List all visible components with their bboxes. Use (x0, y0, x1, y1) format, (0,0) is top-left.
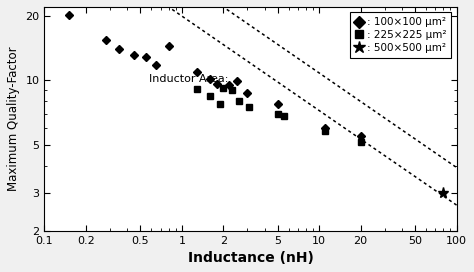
Y-axis label: Maximum Quality-Factor: Maximum Quality-Factor (7, 47, 20, 191)
X-axis label: Inductance (nH): Inductance (nH) (188, 251, 313, 265)
Legend: : 100×100 μm², : 225×225 μm², : 500×500 μm²: : 100×100 μm², : 225×225 μm², : 500×500 … (350, 12, 451, 58)
Text: Inductor Area:: Inductor Area: (149, 73, 228, 84)
